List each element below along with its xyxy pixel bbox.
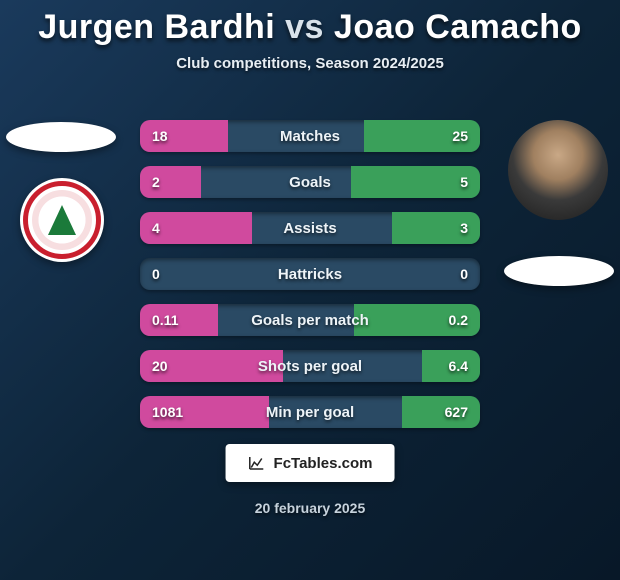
brand-text: FcTables.com [274, 455, 373, 472]
club-logo-tree-icon [48, 205, 76, 235]
player2-name-oval [504, 256, 614, 286]
stat-value-right: 5 [448, 166, 480, 198]
stat-value-right: 25 [440, 120, 480, 152]
stat-value-right: 6.4 [437, 350, 480, 382]
player1-club-logo [20, 178, 104, 262]
player2-photo-icon [508, 120, 608, 220]
stat-row: Goals per match0.11 0.2 [140, 304, 480, 336]
chart-icon [248, 454, 266, 472]
player1-name-oval [6, 122, 116, 152]
stat-value-left: 0.11 [140, 304, 190, 336]
stat-value-right: 0.2 [437, 304, 480, 336]
stat-label: Matches [140, 120, 480, 152]
stats-bars: Matches1825Goals25Assists43Hattricks00Go… [140, 120, 480, 442]
stat-row: Goals2 5 [140, 166, 480, 198]
stat-value-left: 4 [140, 212, 172, 244]
stat-row: Shots per goal20 6.4 [140, 350, 480, 382]
player1-name: Jurgen Bardhi [38, 8, 275, 46]
brand-badge: FcTables.com [226, 444, 395, 482]
stat-row: Min per goal1081627 [140, 396, 480, 428]
stat-value-left: 20 [140, 350, 180, 382]
stat-row: Matches18 25 [140, 120, 480, 152]
stat-value-left: 2 [140, 166, 172, 198]
season-subtitle: Club competitions, Season 2024/2025 [0, 55, 620, 72]
stat-row: Assists4 3 [140, 212, 480, 244]
stat-value-right: 0 [448, 258, 480, 290]
stat-value-left: 18 [140, 120, 180, 152]
stat-value-right: 3 [448, 212, 480, 244]
stat-label: Goals per match [140, 304, 480, 336]
vs-text: vs [285, 8, 324, 46]
stat-value-left: 1081 [140, 396, 195, 428]
club-logo-ring [23, 181, 101, 259]
stat-value-left: 0 [140, 258, 172, 290]
stat-value-right: 627 [433, 396, 480, 428]
stat-label: Assists [140, 212, 480, 244]
stat-label: Goals [140, 166, 480, 198]
stat-label: Shots per goal [140, 350, 480, 382]
comparison-title: Jurgen Bardhi vs Joao Camacho [0, 0, 620, 47]
player2-avatar [508, 120, 608, 220]
date-text: 20 february 2025 [0, 500, 620, 516]
player2-name: Joao Camacho [334, 8, 582, 46]
stat-row: Hattricks0 0 [140, 258, 480, 290]
stat-label: Hattricks [140, 258, 480, 290]
